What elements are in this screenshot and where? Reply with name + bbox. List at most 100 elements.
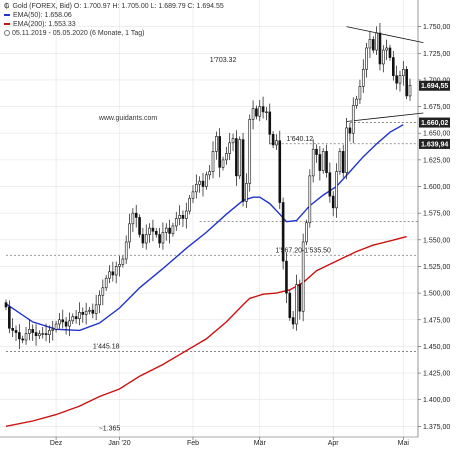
candle-body-up: [48, 330, 51, 335]
candle-body-down: [241, 139, 245, 202]
candle-body-up: [368, 39, 372, 49]
candle-body-down: [315, 148, 318, 155]
candle-body-up: [108, 271, 111, 279]
candle-body-up: [355, 98, 358, 106]
candle: [134, 204, 138, 228]
candle-body-up: [275, 140, 278, 146]
candle-body-up: [381, 49, 385, 65]
candle-body-up: [178, 215, 181, 219]
candle: [335, 163, 338, 218]
candle: [48, 325, 51, 343]
candle: [345, 117, 348, 180]
x-tick-label: Mai: [398, 440, 410, 447]
candle-body-down: [348, 127, 352, 134]
candle-body-down: [181, 215, 185, 219]
candle: [235, 130, 238, 186]
candle: [378, 23, 382, 71]
candle: [44, 323, 48, 342]
candle: [371, 36, 375, 54]
candle: [28, 319, 31, 341]
x-tick-label: Feb: [187, 440, 199, 447]
candle-body-down: [154, 230, 158, 235]
price-tag-label: 1.660,02: [421, 120, 448, 127]
candle: [365, 43, 368, 78]
ema50-line: [5, 124, 404, 332]
candle-body-down: [255, 108, 258, 117]
candle: [78, 302, 81, 326]
candle: [124, 235, 128, 264]
candle: [34, 324, 38, 346]
y-tick-label: 1.575,00: [423, 211, 450, 218]
candle: [141, 227, 145, 248]
candle: [128, 213, 131, 249]
candle-body-up: [365, 47, 368, 70]
candle-body-up: [41, 333, 45, 335]
clock-icon: [4, 30, 10, 37]
candle-body-down: [111, 271, 115, 276]
candle-body-down: [285, 260, 288, 294]
candle: [358, 79, 362, 105]
candle-body-down: [291, 317, 295, 325]
candle: [288, 289, 292, 321]
candle-body-up: [171, 225, 175, 234]
candle-body-up: [361, 68, 365, 87]
candle-body-up: [191, 191, 195, 199]
x-tick-label: Jan '20: [108, 440, 130, 447]
candle-body-down: [298, 284, 302, 312]
candle-body-down: [378, 32, 382, 65]
candle: [291, 311, 295, 329]
candle-body-down: [288, 292, 292, 318]
candle-body-up: [174, 218, 178, 227]
candle-body-up: [188, 197, 191, 212]
candle: [375, 26, 378, 55]
candle-body-up: [385, 47, 388, 51]
candle-body-up: [402, 68, 405, 76]
candle: [402, 60, 405, 86]
candle: [4, 299, 8, 311]
candle: [84, 302, 88, 325]
candle-body-up: [228, 142, 232, 154]
price-tag-label: 1.694,55: [421, 83, 448, 90]
candle: [118, 256, 121, 277]
candle: [392, 50, 395, 81]
candle: [98, 290, 101, 314]
candle: [225, 146, 228, 165]
candle-body-down: [34, 332, 38, 337]
candle: [205, 171, 208, 190]
candle-body-up: [375, 32, 378, 51]
candle: [381, 45, 385, 73]
candle: [71, 313, 75, 325]
candle-body-up: [128, 223, 131, 243]
y-tick-label: 1.400,00: [423, 397, 450, 404]
candle-body-down: [74, 316, 78, 319]
candle: [91, 303, 95, 319]
candle: [231, 133, 235, 152]
candle-body-up: [184, 210, 188, 219]
candle: [395, 65, 398, 90]
y-tick-label: 1.750,00: [423, 24, 450, 31]
candle-body-down: [11, 327, 14, 331]
candle: [305, 219, 308, 246]
candle-body-down: [218, 136, 221, 168]
candle-body-down: [138, 217, 141, 235]
candle-body-up: [104, 277, 108, 289]
trendline: [346, 26, 424, 44]
candle-body-up: [358, 86, 362, 100]
level-label: 1'567.20-1'535.50: [275, 247, 331, 254]
candle-body-up: [305, 222, 308, 243]
candle: [94, 294, 98, 320]
candle: [68, 312, 71, 337]
candle-body-down: [151, 227, 155, 232]
candle: [315, 144, 318, 163]
candle: [405, 66, 408, 100]
candle-body-down: [158, 234, 161, 244]
candle-body-up: [88, 309, 91, 312]
candle-body-down: [328, 172, 332, 197]
candle: [81, 307, 85, 323]
candle: [74, 309, 78, 324]
ema200-line: [5, 235, 407, 427]
candle-body-up: [101, 287, 105, 296]
candle-body-up: [205, 174, 208, 187]
triangle-trendlines: [346, 26, 424, 122]
